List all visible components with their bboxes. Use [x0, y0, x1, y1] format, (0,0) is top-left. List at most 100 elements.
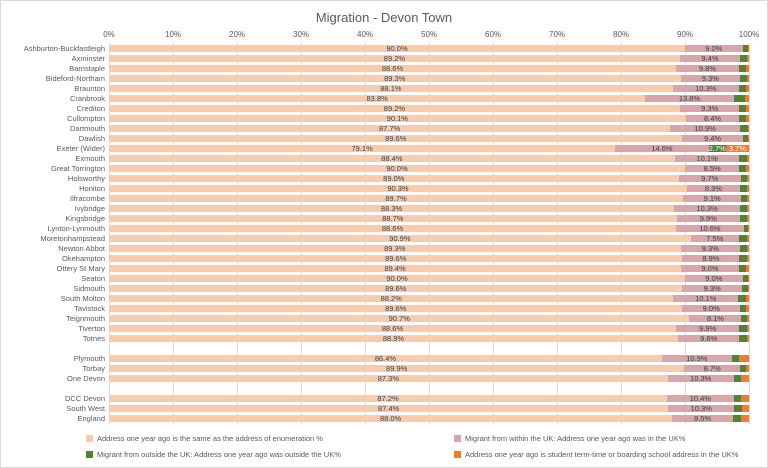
data-label: 90.9%: [389, 233, 411, 243]
segment-migrant-within-uk: [682, 254, 740, 262]
x-axis-tick: 30%: [292, 30, 310, 39]
data-label: 14.6%: [651, 143, 673, 153]
category-label: Seaton: [81, 273, 105, 283]
segment-student-address: [746, 104, 749, 112]
data-label: 10.3%: [690, 403, 712, 413]
segment-student-address: [747, 284, 749, 292]
segment-migrant-outside-uk-swatch: [86, 451, 93, 458]
segment-same-address: [109, 294, 674, 302]
segment-same-address: [109, 414, 673, 422]
category-label: Honiton: [79, 183, 105, 193]
segment-migrant-within-uk: [679, 54, 741, 62]
x-axis-tick: 60%: [484, 30, 502, 39]
data-label: 8.5%: [703, 163, 721, 173]
data-label: 83.8%: [366, 93, 388, 103]
data-label: 89.2%: [383, 103, 406, 113]
bar-row: 88.3% 10.3%: [109, 204, 749, 212]
x-axis-tick: 10%: [164, 30, 182, 39]
segment-migrant-within-uk: [685, 114, 740, 122]
data-label: 10.4%: [689, 393, 711, 403]
data-label: 9.3%: [701, 103, 719, 113]
data-label: 9.3%: [703, 283, 721, 293]
data-label: 86.4%: [374, 353, 397, 363]
bar-row: 90.0% 8.5%: [109, 163, 749, 173]
segment-student-address: [747, 234, 749, 242]
segment-migrant-within-uk: [680, 74, 741, 82]
segment-student-address: [746, 294, 749, 302]
segment-migrant-within-uk-swatch: [454, 435, 461, 442]
bar-row: 89.3% 9.3%: [109, 243, 749, 253]
chart-title: Migration - Devon Town: [315, 10, 453, 25]
bar-row: 88.7% 9.9%: [109, 214, 749, 222]
category-label: Dawlish: [78, 133, 105, 143]
segment-migrant-outside-uk: [740, 364, 747, 372]
category-label: Ashburton-Buckfastleigh: [23, 43, 105, 53]
segment-migrant-outside-uk: [740, 214, 748, 222]
bar-row: 89.9% 8.7%: [109, 363, 749, 373]
data-label: 10.9%: [686, 353, 708, 363]
segment-same-address: [109, 74, 681, 82]
segment-migrant-outside-uk: [739, 254, 748, 262]
segment-migrant-within-uk: [668, 404, 735, 412]
segment-student-address: [746, 64, 749, 72]
data-label: 13.8%: [678, 93, 701, 103]
data-label: 8.7%: [703, 363, 721, 373]
segment-same-address: [109, 364, 685, 372]
segment-same-address: [109, 184, 687, 192]
segment-same-address: [109, 84, 673, 92]
data-label: 89.2%: [383, 53, 406, 63]
segment-student-address: [747, 274, 749, 282]
category-label: Axminster: [71, 53, 105, 63]
data-label: 9.3%: [701, 243, 719, 253]
segment-student-address: [747, 184, 749, 192]
segment-migrant-outside-uk: [733, 394, 742, 402]
segment-migrant-within-uk: [683, 194, 742, 202]
segment-migrant-outside-uk: [742, 44, 748, 52]
segment-migrant-outside-uk: [733, 414, 742, 422]
category-label: Dartmouth: [69, 123, 105, 133]
category-label: Braunton: [74, 83, 105, 93]
segment-student-address: [741, 414, 749, 422]
data-label: 9.0%: [705, 43, 723, 53]
segment-migrant-within-uk: [661, 354, 732, 362]
segment-migrant-within-uk: [672, 84, 739, 92]
gridline: [301, 43, 302, 425]
segment-student-address: [747, 74, 749, 82]
category-label: One Devon: [67, 373, 105, 383]
segment-student-address: [747, 244, 749, 252]
data-label: 8.1%: [706, 313, 724, 323]
segment-student-address: [747, 194, 749, 202]
segment-migrant-outside-uk: [742, 274, 748, 282]
segment-student-address: [741, 374, 749, 382]
data-label: 9.0%: [705, 273, 723, 283]
bar-row: 88.9% 9.6%: [109, 334, 749, 342]
data-label: 89.6%: [385, 253, 407, 263]
segment-student-address: [745, 84, 749, 92]
gridline: [365, 43, 366, 425]
category-label: Tavistock: [74, 303, 105, 313]
data-label: 87.3%: [377, 373, 399, 383]
segment-migrant-within-uk: [676, 224, 744, 232]
segment-migrant-outside-uk: [739, 154, 748, 162]
category-label: South West: [66, 403, 105, 413]
segment-student-address: [746, 164, 749, 172]
segment-migrant-within-uk: [682, 134, 743, 142]
segment-migrant-outside-uk: [741, 284, 748, 292]
data-label: 89.3%: [384, 73, 406, 83]
category-label: Tiverton: [78, 323, 105, 333]
bar-row: 89.2% 9.4%: [109, 53, 749, 63]
legend: Address one year ago is the same as the …: [1, 432, 767, 466]
segment-migrant-outside-uk: [743, 224, 748, 232]
x-axis-tick: 80%: [612, 30, 630, 39]
data-label: 88.6%: [381, 63, 404, 73]
data-label: 10.1%: [696, 153, 718, 163]
segment-migrant-outside-uk: [740, 204, 748, 212]
bar-row: 88.6% 9.9%: [109, 324, 749, 332]
segment-same-address: [109, 304, 683, 312]
data-label: 90.0%: [386, 273, 408, 283]
segment-migrant-outside-uk: [740, 184, 748, 192]
bar-row: 88.4% 10.1%: [109, 153, 749, 163]
data-label: 3.7%: [728, 143, 747, 153]
segment-student-address: [746, 114, 749, 122]
gridline: [237, 43, 238, 425]
